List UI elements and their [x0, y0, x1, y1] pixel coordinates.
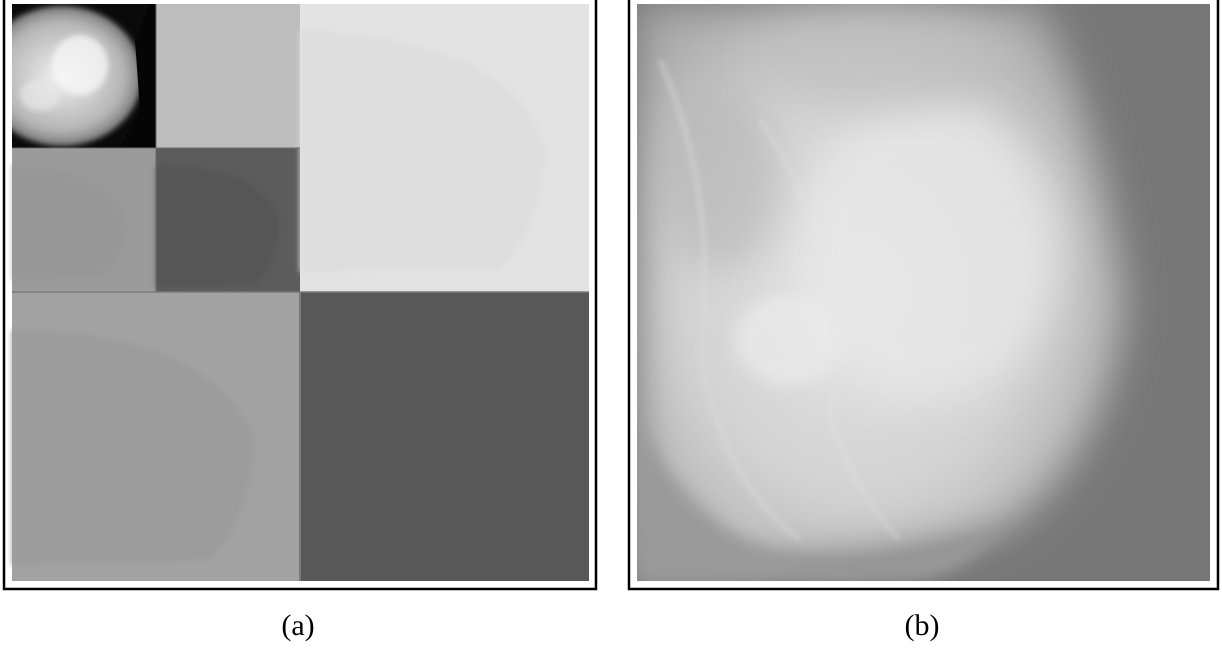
panel-caption: (a): [281, 609, 314, 642]
panel-caption: (b): [905, 609, 940, 642]
panel-a: [0, 0, 596, 589]
figure: (a) (b): [0, 0, 1222, 651]
panel-b: [629, 0, 1218, 589]
mammogram: [637, 4, 1210, 581]
detail-subband: [300, 292, 589, 581]
detail-subband: [156, 4, 300, 148]
page: (a) (b) (() => { const data = JSON.parse…: [0, 0, 1222, 651]
